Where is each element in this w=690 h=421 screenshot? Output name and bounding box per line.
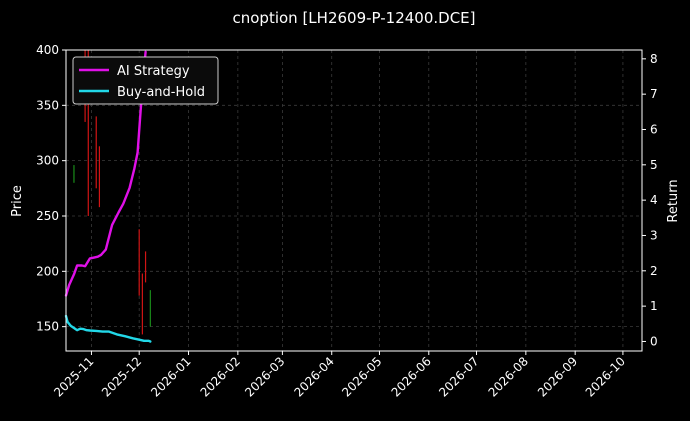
y-axis-label: Price (10, 185, 25, 217)
series-line-buy-and-hold (64, 314, 152, 343)
y2-tick-label: 8 (650, 52, 658, 66)
y2-tick-label: 1 (650, 299, 658, 313)
legend-label-ai-strategy: AI Strategy (117, 64, 190, 79)
y2-tick-label: 3 (650, 228, 658, 242)
y2-tick-label: 4 (650, 193, 658, 207)
y2-tick-label: 0 (650, 334, 658, 348)
series-line-ai-strategy (64, 50, 147, 297)
y2-tick-label: 2 (650, 264, 658, 278)
y2-tick-label: 6 (650, 122, 658, 136)
left-axis: 150 200 250 300 350 400 (36, 43, 66, 334)
y-tick-label: 200 (36, 264, 59, 278)
y-tick-label: 350 (36, 98, 59, 112)
y-tick-label: 150 (36, 320, 59, 334)
right-axis: 0 1 2 3 4 5 6 7 8 (642, 52, 658, 348)
legend-label-buy-and-hold: Buy-and-Hold (117, 85, 205, 100)
chart-title: cnoption [LH2609-P-12400.DCE] (233, 9, 476, 27)
y2-tick-label: 5 (650, 158, 658, 172)
y-tick-label: 250 (36, 209, 59, 223)
y2-axis-label: Return (666, 179, 681, 222)
y2-tick-label: 7 (650, 87, 658, 101)
legend-box (72, 56, 219, 105)
series-lines (64, 50, 152, 343)
y-tick-label: 300 (36, 154, 59, 168)
legend: AI Strategy Buy-and-Hold (72, 56, 219, 105)
y-tick-label: 400 (36, 43, 59, 57)
grid (66, 49, 642, 351)
